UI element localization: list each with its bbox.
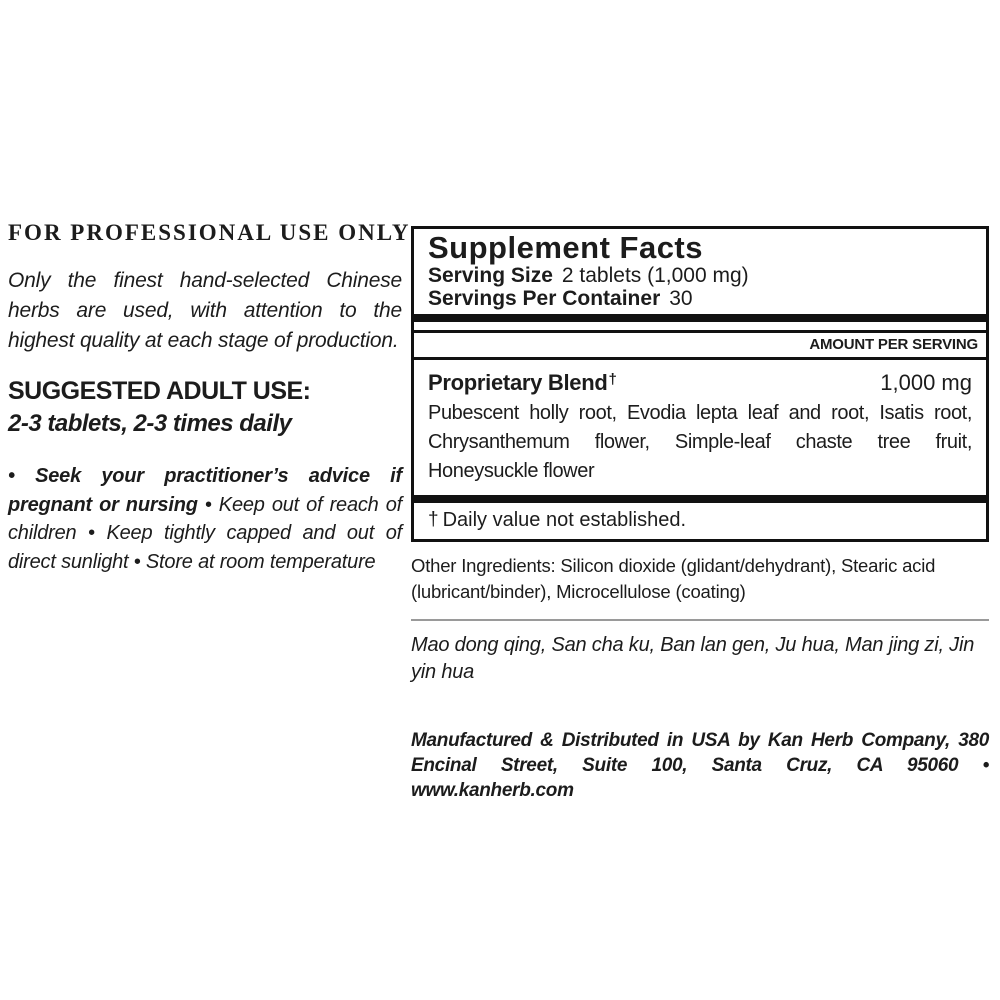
proprietary-blend-section: Proprietary Blend† 1,000 mg Pubescent ho… (414, 360, 986, 495)
serving-size-value: 2 tablets (1,000 mg) (561, 264, 749, 287)
warning-bold-text: • Seek your practitioner’s advice if pre… (8, 465, 402, 516)
blend-name: Proprietary Blend† (428, 367, 617, 396)
servings-per-container-line: Servings Per Container 30 (428, 287, 972, 310)
servings-per-container-value: 30 (669, 287, 693, 310)
footnote-text: Daily value not established. (442, 509, 687, 531)
thick-rule-top (414, 314, 986, 322)
footnote-dagger: † (428, 509, 439, 530)
thin-rule-below-amount (414, 357, 986, 360)
servings-per-container-label: Servings Per Container (428, 287, 661, 310)
professional-use-heading: FOR PROFESSIONAL USE ONLY (8, 220, 411, 245)
blend-name-text: Proprietary Blend (428, 370, 608, 395)
thin-rule-above-amount (414, 330, 986, 333)
blend-ingredients-text: Pubescent holly root, Evodia lepta leaf … (428, 402, 972, 482)
right-column: Supplement Facts Serving Size 2 tablets (… (411, 226, 989, 803)
daily-value-footnote: † Daily value not established. (414, 503, 986, 539)
blend-dagger: † (608, 371, 617, 388)
serving-size-line: Serving Size 2 tablets (1,000 mg) (428, 264, 972, 287)
amount-per-serving-row: AMOUNT PER SERVING (414, 333, 986, 357)
supplement-facts-panel: Supplement Facts Serving Size 2 tablets (… (411, 226, 989, 542)
serving-size-label: Serving Size (428, 264, 553, 287)
left-column: FOR PROFESSIONAL USE ONLY Only the fines… (8, 220, 411, 576)
pinyin-herb-names: Mao dong qing, San cha ku, Ban lan gen, … (411, 634, 975, 683)
blend-amount: 1,000 mg (880, 370, 972, 395)
warning-regular-text: • Keep out of reach of children • Keep t… (8, 493, 402, 573)
manufacturer-text: Manufactured & Distributed in USA by Kan… (411, 730, 989, 801)
blend-header-row: Proprietary Blend† 1,000 mg (428, 367, 972, 396)
facts-title: Supplement Facts (428, 230, 703, 265)
thick-rule-bottom (414, 495, 986, 503)
amount-per-serving-label: AMOUNT PER SERVING (809, 336, 978, 353)
suggested-adult-use-heading: SUGGESTED ADULT USE: (8, 377, 311, 405)
gray-divider-line (411, 619, 989, 621)
warnings-paragraph: • Seek your practitioner’s advice if pre… (8, 462, 402, 576)
suggested-dose-text: 2-3 tablets, 2-3 times daily (8, 410, 292, 437)
spacer (414, 322, 986, 330)
other-ingredients-text: Other Ingredients: Silicon dioxide (glid… (411, 555, 936, 602)
facts-header: Supplement Facts Serving Size 2 tablets (… (414, 229, 986, 314)
intro-text: Only the finest hand-selected Chinese he… (8, 269, 402, 352)
